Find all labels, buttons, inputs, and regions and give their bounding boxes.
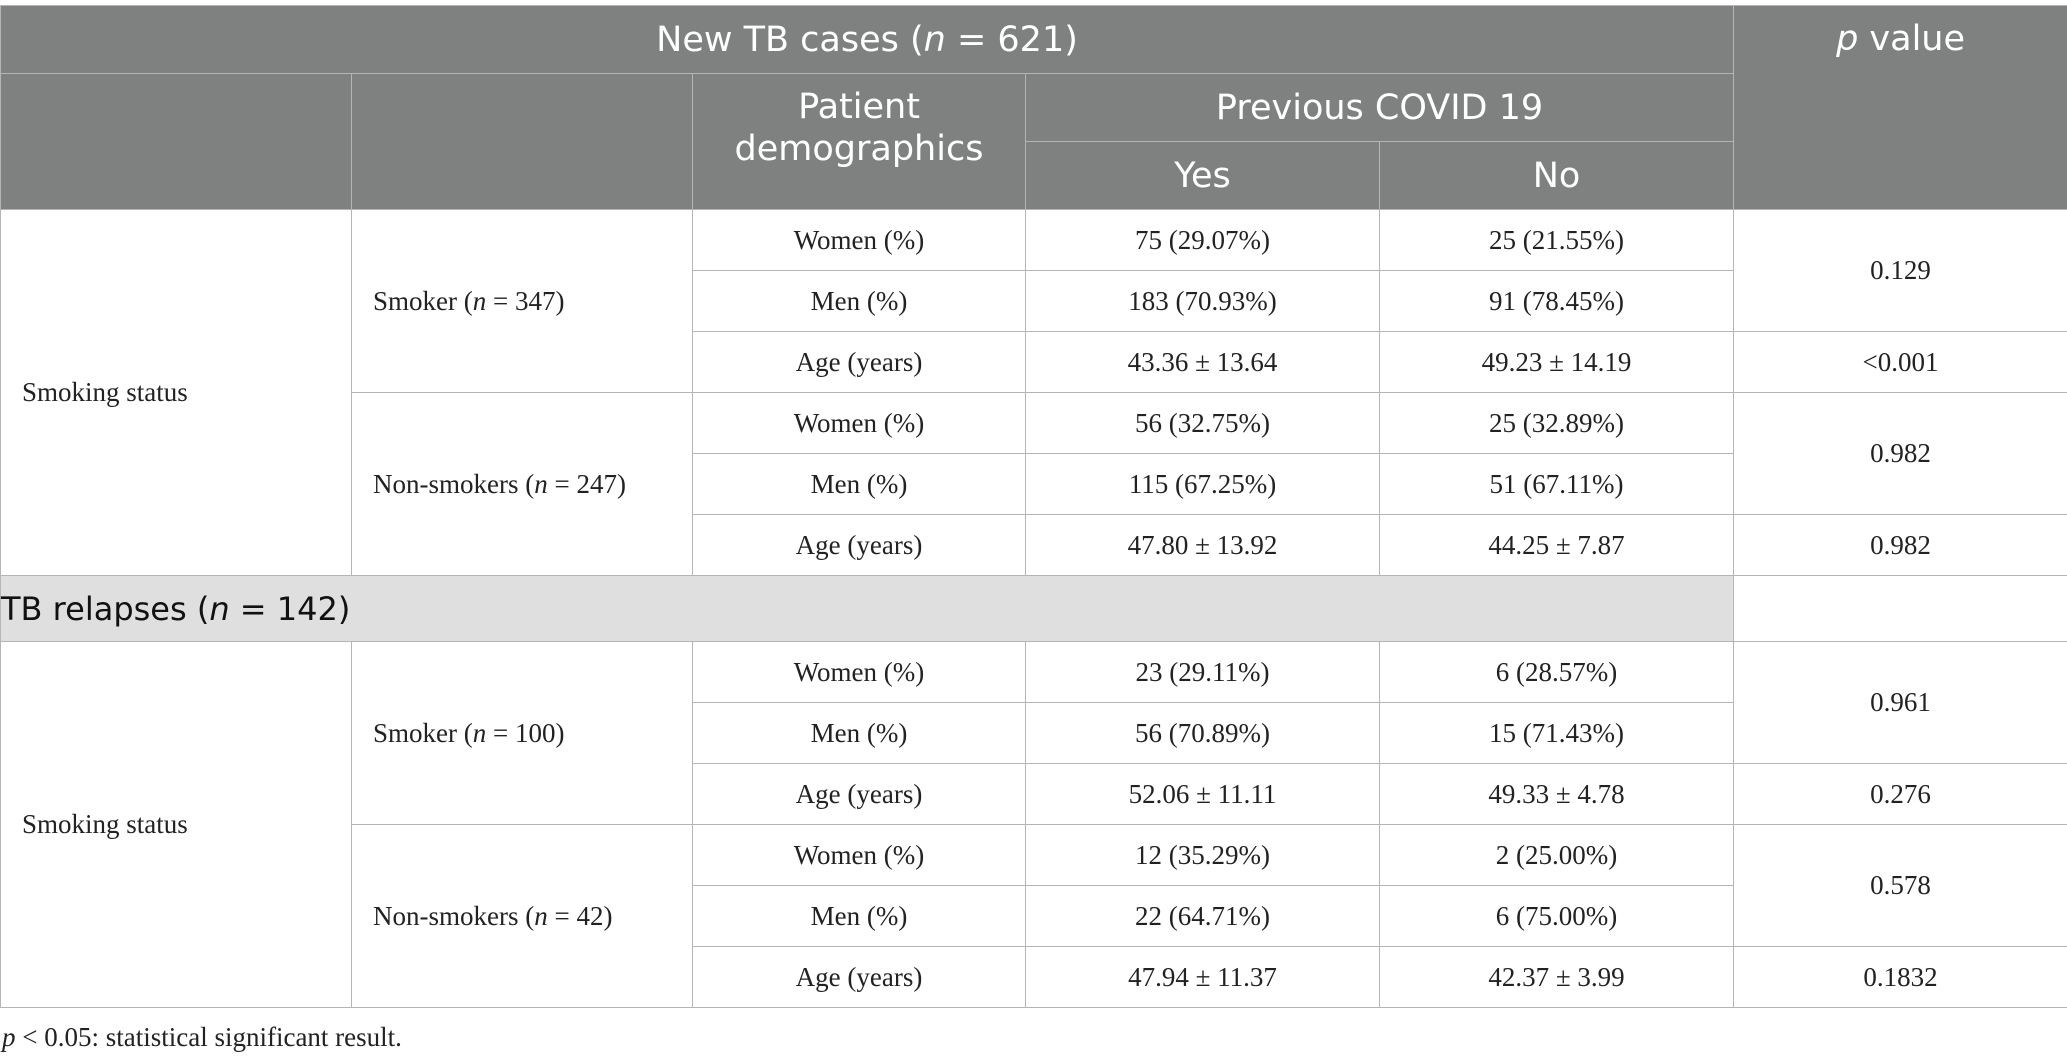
- demographic-cell: Women (%): [692, 209, 1026, 271]
- subgroup-label: Smoker (n = 347): [351, 209, 693, 393]
- header-blank-2: [351, 73, 693, 210]
- table-row: Age (years) 47.94 ± 11.37 42.37 ± 3.99 0…: [1, 946, 2067, 1008]
- p-value-cell: 0.129: [1733, 209, 2067, 332]
- no-value-cell: 44.25 ± 7.87: [1378, 514, 1735, 576]
- table-footnote: p < 0.05: statistical significant result…: [2, 1022, 402, 1053]
- table-row: Age (years) 47.80 ± 13.92 44.25 ± 7.87 0…: [1, 514, 2067, 576]
- no-value-cell: 49.33 ± 4.78: [1378, 763, 1735, 825]
- yes-value-cell: 47.80 ± 13.92: [1025, 514, 1380, 576]
- no-header: No: [1378, 141, 1735, 210]
- no-value-cell: 49.23 ± 14.19: [1378, 331, 1735, 393]
- table-row: Smoking status Smoker (n = 347) Women (%…: [0, 209, 2067, 576]
- tb-relapses-prefix: TB relapses (: [1, 589, 210, 628]
- patient-demographics-header: Patient demographics: [692, 73, 1026, 210]
- demographic-cell: Men (%): [692, 702, 1026, 764]
- demographic-cell: Age (years): [692, 514, 1026, 576]
- no-value-cell: 6 (28.57%): [1378, 641, 1735, 703]
- new-cases-suffix: = 621): [945, 19, 1078, 60]
- demographic-cell: Age (years): [692, 946, 1026, 1008]
- yes-value-cell: 115 (67.25%): [1025, 453, 1380, 515]
- no-value-cell: 25 (32.89%): [1378, 392, 1735, 454]
- demographic-cell: Men (%): [692, 453, 1026, 515]
- no-value-cell: 51 (67.11%): [1378, 453, 1735, 515]
- no-value-cell: 2 (25.00%): [1378, 824, 1735, 886]
- tb-covid-smoking-table: New TB cases (n = 621) p value Patient d…: [0, 5, 2067, 1008]
- yes-value-cell: 183 (70.93%): [1025, 270, 1380, 332]
- yes-value-cell: 56 (70.89%): [1025, 702, 1380, 764]
- yes-value-cell: 43.36 ± 13.64: [1025, 331, 1380, 393]
- yes-value-cell: 56 (32.75%): [1025, 392, 1380, 454]
- demographic-cell: Women (%): [692, 392, 1026, 454]
- n-symbol: n: [923, 19, 946, 60]
- p-value-cell: 0.982: [1733, 514, 2067, 576]
- p-value-cell: 0.1832: [1733, 946, 2067, 1008]
- section-title-row: TB relapses (n = 142): [0, 575, 2067, 642]
- header-row-3: Yes No: [1, 141, 2067, 210]
- yes-value-cell: 75 (29.07%): [1025, 209, 1380, 271]
- subgroup-label-suffix: = 42): [547, 900, 613, 931]
- header-row-2: Patient demographics Previous COVID 19: [0, 73, 2067, 210]
- yes-value-cell: 52.06 ± 11.11: [1025, 763, 1380, 825]
- subgroup-label: Smoker (n = 100): [351, 641, 693, 825]
- previous-covid-header: Previous COVID 19: [1024, 73, 1735, 142]
- header-blank-1: [0, 73, 352, 210]
- n-symbol: n: [472, 285, 487, 316]
- p-symbol: p: [2, 1022, 16, 1052]
- subgroup-label-suffix: = 247): [547, 468, 626, 499]
- table-row: Non-smokers (n = 42) Women (%) 12 (35.29…: [1, 824, 2067, 1008]
- no-value-cell: 15 (71.43%): [1378, 702, 1735, 764]
- p-value-cell: 0.276: [1733, 763, 2067, 825]
- p-value-suffix: value: [1858, 19, 1966, 59]
- subgroup-label-prefix: Smoker (: [373, 285, 473, 316]
- yes-value-cell: 22 (64.71%): [1025, 885, 1380, 947]
- demographic-cell: Men (%): [692, 885, 1026, 947]
- footnote-text: < 0.05: statistical significant result.: [15, 1022, 402, 1052]
- p-value-cell: 0.961: [1733, 641, 2067, 764]
- table-row: Age (years) 43.36 ± 13.64 49.23 ± 14.19 …: [1, 331, 2067, 393]
- tb-relapses-title: TB relapses (n = 142): [0, 575, 1735, 642]
- table-row: Smoking status Smoker (n = 100) Women (%…: [0, 641, 2067, 1008]
- p-value-cell: <0.001: [1733, 331, 2067, 393]
- tb-relapses-suffix: = 142): [229, 589, 351, 628]
- demographic-cell: Men (%): [692, 270, 1026, 332]
- yes-value-cell: 12 (35.29%): [1025, 824, 1380, 886]
- n-symbol: n: [534, 468, 548, 499]
- n-symbol: n: [534, 900, 548, 931]
- subgroup-label-suffix: = 100): [486, 717, 565, 748]
- demographic-cell: Women (%): [692, 824, 1026, 886]
- n-symbol: n: [472, 717, 487, 748]
- new-cases-prefix: New TB cases (: [656, 19, 924, 60]
- subgroup-label-prefix: Non-smokers (: [373, 468, 535, 499]
- new-tb-cases-header: New TB cases (n = 621): [0, 5, 1735, 74]
- demographic-cell: Age (years): [692, 331, 1026, 393]
- subgroup-label-prefix: Non-smokers (: [373, 900, 535, 931]
- no-value-cell: 6 (75.00%): [1378, 885, 1735, 947]
- table-row: Men (%) 56 (70.89%) 15 (71.43%): [1, 702, 2067, 764]
- p-value-cell: 0.982: [1733, 392, 2067, 515]
- p-value-header: p value: [1733, 5, 2067, 210]
- demographic-cell: Women (%): [692, 641, 1026, 703]
- header-row-1: New TB cases (n = 621) p value: [0, 5, 2067, 210]
- yes-header: Yes: [1025, 141, 1380, 210]
- table-row: Men (%) 22 (64.71%) 6 (75.00%): [1, 885, 2067, 947]
- yes-value-cell: 47.94 ± 11.37: [1025, 946, 1380, 1008]
- table-row: Men (%) 115 (67.25%) 51 (67.11%): [1, 453, 2067, 515]
- no-value-cell: 42.37 ± 3.99: [1378, 946, 1735, 1008]
- yes-value-cell: 23 (29.11%): [1025, 641, 1380, 703]
- demographic-cell: Age (years): [692, 763, 1026, 825]
- p-value-cell: 0.578: [1733, 824, 2067, 947]
- subgroup-label: Non-smokers (n = 247): [351, 392, 693, 576]
- no-value-cell: 91 (78.45%): [1378, 270, 1735, 332]
- n-symbol: n: [209, 589, 230, 628]
- p-symbol: p: [1836, 19, 1859, 59]
- no-value-cell: 25 (21.55%): [1378, 209, 1735, 271]
- smoking-status-cell: Smoking status: [0, 209, 352, 576]
- section-title-blank: [1733, 575, 2067, 642]
- subgroup-label-suffix: = 347): [486, 285, 565, 316]
- smoking-status-cell: Smoking status: [0, 641, 352, 1008]
- subgroup-label: Non-smokers (n = 42): [351, 824, 693, 1008]
- subgroup-label-prefix: Smoker (: [373, 717, 473, 748]
